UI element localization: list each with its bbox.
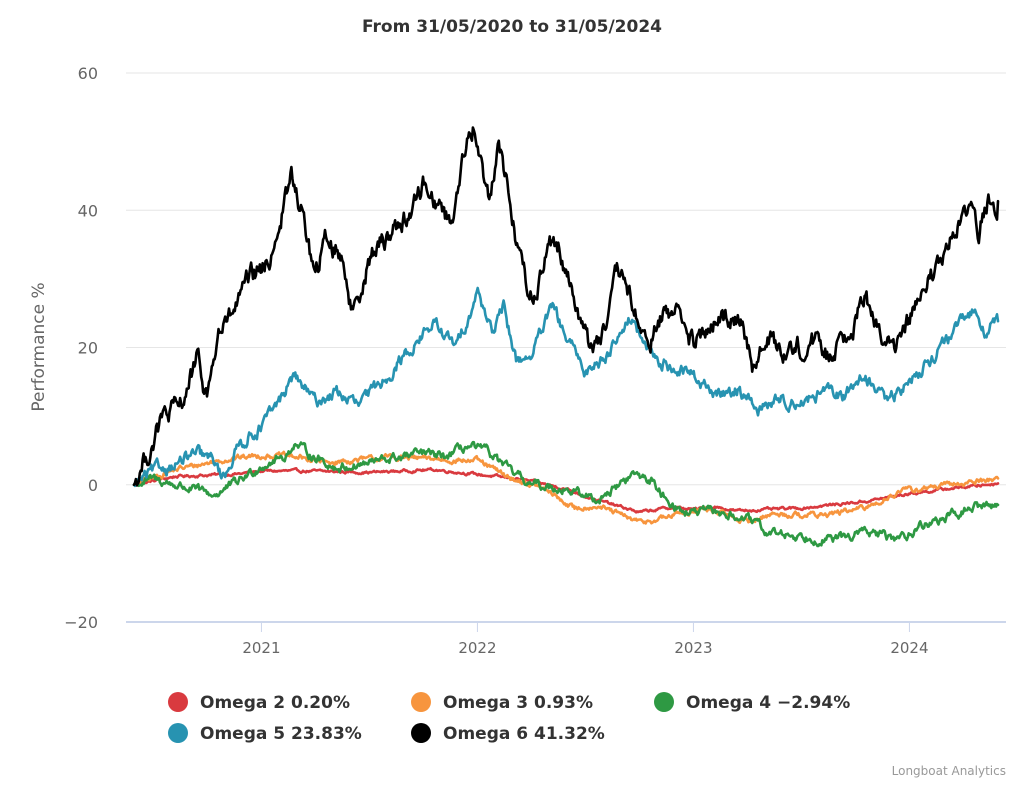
legend-label: Omega 6 41.32% <box>443 724 605 744</box>
series-line-omega-4[interactable] <box>132 440 1000 548</box>
legend-marker-icon <box>654 692 674 712</box>
y-tick-label: 60 <box>78 64 98 83</box>
legend-marker-icon <box>168 692 188 712</box>
legend-marker-icon <box>411 723 431 743</box>
x-tick-label: 2024 <box>890 639 928 657</box>
legend-item-omega-6[interactable]: Omega 6 41.32% <box>411 723 605 744</box>
y-tick-label: 40 <box>78 201 98 220</box>
series-line-omega-5[interactable] <box>132 286 1000 488</box>
legend-label: Omega 5 23.83% <box>200 724 362 744</box>
legend-item-omega-3[interactable]: Omega 3 0.93% <box>411 692 593 713</box>
x-axis-ticks: 2021 2022 2023 2024 <box>242 622 929 657</box>
series-lines <box>132 126 1000 548</box>
chart-title: From 31/05/2020 to 31/05/2024 <box>362 17 662 37</box>
x-tick-label: 2023 <box>674 639 712 657</box>
series-line-omega-6[interactable] <box>132 126 1000 487</box>
legend-item-omega-2[interactable]: Omega 2 0.20% <box>168 692 350 713</box>
x-tick-label: 2021 <box>242 639 280 657</box>
y-tick-label: 20 <box>78 339 98 358</box>
credits-text[interactable]: Longboat Analytics <box>892 764 1006 778</box>
y-axis-ticks: 60 40 20 0 −20 <box>64 64 98 632</box>
legend-label: Omega 2 0.20% <box>200 693 350 713</box>
y-axis-label: Performance % <box>29 282 49 411</box>
legend-label: Omega 4 −2.94% <box>686 693 850 713</box>
y-tick-label: 0 <box>88 476 98 495</box>
series-line-omega-3[interactable] <box>132 450 1000 525</box>
legend-item-omega-5[interactable]: Omega 5 23.83% <box>168 723 362 744</box>
legend-item-omega-4[interactable]: Omega 4 −2.94% <box>654 692 850 713</box>
legend-label: Omega 3 0.93% <box>443 693 593 713</box>
y-gridlines <box>126 72 1006 486</box>
legend-marker-icon <box>411 692 431 712</box>
x-tick-label: 2022 <box>458 639 496 657</box>
y-tick-label: −20 <box>64 613 98 632</box>
legend-marker-icon <box>168 723 188 743</box>
legend: Omega 2 0.20% Omega 3 0.93% Omega 4 −2.94%… <box>168 692 850 744</box>
